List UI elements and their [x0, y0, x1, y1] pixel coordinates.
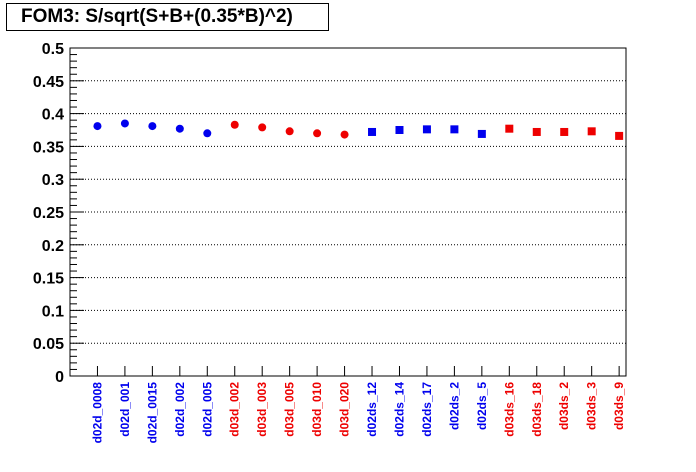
x-tick-label: d02d_002 — [173, 382, 187, 437]
data-point-square — [505, 124, 514, 133]
y-tick-label: 0.05 — [33, 336, 64, 353]
data-point-square — [615, 131, 624, 140]
y-tick-label: 0.3 — [42, 172, 64, 189]
x-tick-label: d02d_0015 — [145, 382, 159, 444]
y-tick-label: 0.15 — [33, 271, 64, 288]
data-points — [93, 119, 624, 140]
y-tick-label: 0.4 — [42, 107, 64, 124]
x-tick-label: d02ds_5 — [475, 382, 489, 430]
y-axis: 0 0.05 0.1 0.15 0.2 0.25 0.3 0.35 0.4 0.45 0.5 — [33, 41, 84, 386]
grid-lines — [70, 80, 626, 344]
x-tick-label: d03d_002 — [228, 382, 242, 437]
data-point-square — [450, 125, 459, 134]
x-tick-label: d02ds_2 — [447, 382, 461, 430]
data-point-circle — [285, 127, 294, 136]
data-point-circle — [313, 129, 322, 138]
x-tick-label: d03d_005 — [283, 382, 297, 437]
y-tick-label: 0.1 — [42, 303, 64, 320]
x-tick-label: d03d_020 — [338, 382, 352, 437]
x-tick-label: d03d_003 — [255, 382, 269, 437]
y-tick-label: 0 — [55, 369, 64, 386]
data-point-square — [477, 129, 486, 138]
data-point-square — [422, 125, 431, 134]
x-tick-label: d03d_010 — [310, 382, 324, 437]
data-point-square — [532, 127, 541, 136]
y-tick-label: 0.2 — [42, 238, 64, 255]
x-tick-label: d03ds_16 — [502, 382, 516, 437]
x-tick-label: d02ds_12 — [365, 382, 379, 437]
data-point-circle — [120, 119, 129, 128]
y-tick-label: 0.5 — [42, 41, 64, 58]
x-tick-label: d03ds_2 — [557, 382, 571, 430]
data-point-square — [560, 127, 569, 136]
data-point-circle — [203, 129, 212, 138]
x-tick-label: d02d_005 — [200, 382, 214, 437]
x-tick-label: d02d_0008 — [90, 382, 104, 444]
data-point-circle — [148, 122, 157, 131]
chart-title: FOM3: S/sqrt(S+B+(0.35*B)^2) — [21, 6, 293, 27]
data-point-square — [587, 127, 596, 136]
x-tick-label: d03ds_9 — [612, 382, 626, 430]
data-point-circle — [230, 120, 239, 129]
data-point-circle — [258, 123, 267, 132]
x-tick-label: d02d_001 — [118, 382, 132, 437]
y-tick-label: 0.25 — [33, 205, 64, 222]
chart-title-box: FOM3: S/sqrt(S+B+(0.35*B)^2) — [6, 3, 329, 31]
plot-frame — [69, 47, 627, 377]
x-tick-label: d02ds_14 — [392, 382, 406, 437]
data-point-square — [368, 127, 377, 136]
data-point-square — [395, 126, 404, 134]
y-tick-label: 0.35 — [33, 139, 64, 156]
data-point-circle — [175, 124, 184, 133]
x-axis: d02d_0008 d02d_001 d02d_0015 d02d_002 d02d_0… — [90, 366, 626, 443]
y-tick-label: 0.45 — [33, 74, 64, 91]
x-tick-label: d03ds_3 — [585, 382, 599, 430]
x-tick-label: d03ds_18 — [530, 382, 544, 437]
data-point-circle — [340, 130, 349, 139]
x-tick-label: d02ds_17 — [420, 382, 434, 437]
data-point-circle — [93, 122, 102, 131]
